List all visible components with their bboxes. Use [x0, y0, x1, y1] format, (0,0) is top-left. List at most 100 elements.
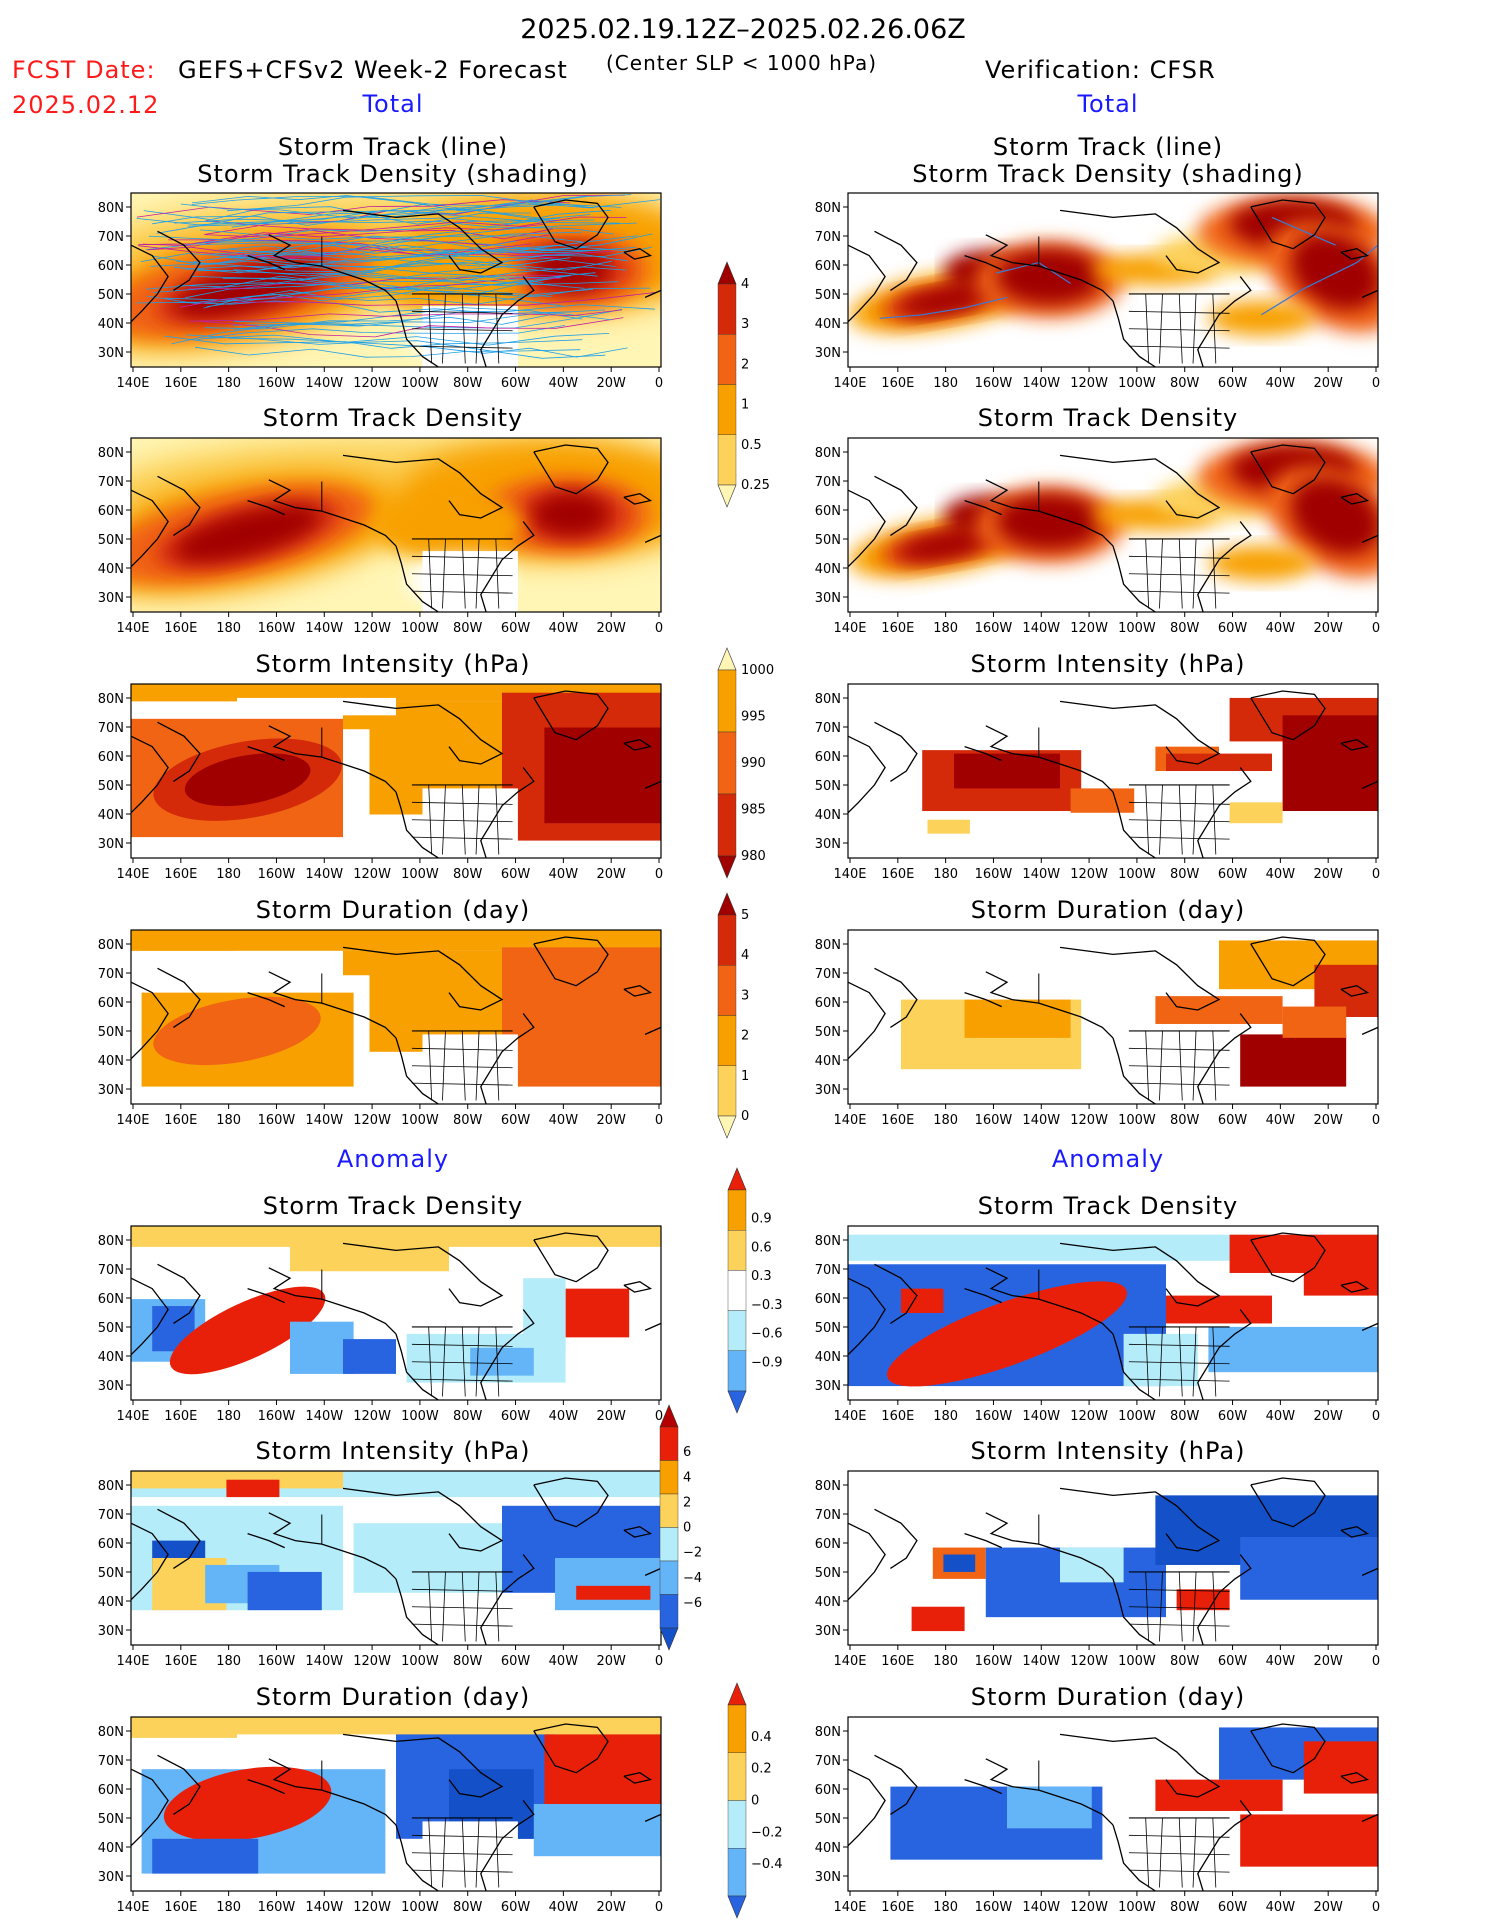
x-tick-label: 100W	[401, 621, 439, 636]
x-tick-label: 140W	[305, 376, 343, 391]
x-tick-label: 100W	[1118, 1113, 1156, 1128]
y-tick-label: 70N	[815, 475, 841, 490]
x-tick-label: 120W	[353, 867, 391, 882]
x-tick-label: 20W	[1313, 621, 1343, 636]
x-tick-label: 160E	[881, 1113, 914, 1128]
fcst-date: 2025.02.12	[12, 91, 159, 119]
colorbar-segment	[728, 1190, 746, 1230]
x-tick-label: 180	[216, 1654, 241, 1669]
y-tick-label: 40N	[815, 1054, 841, 1069]
y-tick-label: 80N	[815, 692, 841, 707]
x-tick-label: 60W	[1218, 376, 1248, 391]
x-tick-label: 180	[933, 621, 958, 636]
y-tick-label: 60N	[98, 1292, 124, 1307]
x-tick-label: 140E	[116, 1409, 149, 1424]
shading-cell	[1230, 802, 1283, 823]
x-tick-label: 40W	[549, 1113, 579, 1128]
y-tick-label: 80N	[815, 1479, 841, 1494]
x-tick-label: 40W	[549, 376, 579, 391]
x-tick-label: 140W	[1022, 1113, 1060, 1128]
shading-cell	[576, 1586, 650, 1600]
y-tick-label: 70N	[98, 1508, 124, 1523]
shading-layer	[848, 1471, 1378, 1645]
y-tick-label: 60N	[815, 750, 841, 765]
colorbar-cap	[660, 1628, 678, 1650]
shading-cell	[1208, 1327, 1378, 1372]
colorbar-cap	[718, 856, 736, 878]
x-tick-label: 180	[216, 1113, 241, 1128]
colorbar-label: 0	[683, 1521, 691, 1536]
x-tick-label: 0	[1372, 1113, 1380, 1128]
colorbar-segment	[660, 1427, 678, 1461]
panel-title: Storm Track Density	[978, 404, 1238, 432]
y-tick-label: 60N	[815, 996, 841, 1011]
colorbar-label: −0.9	[751, 1355, 783, 1370]
x-tick-label: 180	[216, 621, 241, 636]
colorbar-label: 0.25	[741, 478, 770, 493]
map-panel-7-verification: Storm Duration (day)80N70N60N50N40N30N14…	[815, 1683, 1380, 1915]
y-tick-label: 60N	[815, 1783, 841, 1798]
colorbar-segment	[718, 1066, 736, 1116]
x-tick-label: 160E	[164, 867, 197, 882]
x-tick-label: 0	[1372, 867, 1380, 882]
x-tick-label: 0	[655, 867, 663, 882]
shading-layer	[60, 193, 714, 373]
colorbar-segment	[660, 1561, 678, 1595]
x-tick-label: 160E	[164, 621, 197, 636]
panel-title: Storm Track Density	[978, 1192, 1238, 1220]
y-tick-label: 70N	[98, 1263, 124, 1278]
colorbar-label: −6	[683, 1596, 702, 1611]
x-tick-label: 80W	[1170, 1654, 1200, 1669]
x-tick-label: 160W	[975, 1900, 1013, 1915]
colorbar-anom-density: 0.90.60.3−0.3−0.6−0.9	[728, 1168, 783, 1413]
y-tick-label: 40N	[98, 808, 124, 823]
x-tick-label: 80W	[453, 1654, 483, 1669]
shading-cell	[555, 1558, 661, 1610]
x-tick-label: 40W	[1266, 1654, 1296, 1669]
x-tick-label: 60W	[501, 1409, 531, 1424]
x-tick-label: 0	[1372, 376, 1380, 391]
map-panel-2-verification: Storm Track Density80N70N60N50N40N30N140…	[815, 404, 1425, 636]
y-tick-label: 50N	[815, 533, 841, 548]
colorbar-label: 0.2	[751, 1762, 772, 1777]
y-tick-label: 50N	[815, 288, 841, 303]
colorbar-label: −0.3	[751, 1298, 783, 1313]
x-tick-label: 180	[216, 1900, 241, 1915]
shading-cell	[1166, 754, 1272, 771]
x-tick-label: 20W	[1313, 1900, 1343, 1915]
x-tick-label: 20W	[1313, 1654, 1343, 1669]
colorbar-segment	[718, 435, 736, 485]
y-tick-label: 80N	[98, 692, 124, 707]
colorbar-label: 1000	[741, 663, 774, 678]
y-tick-label: 70N	[98, 475, 124, 490]
colorbar-label: 4	[741, 277, 749, 292]
y-tick-label: 30N	[98, 1379, 124, 1394]
y-tick-label: 40N	[815, 1350, 841, 1365]
y-tick-label: 30N	[98, 346, 124, 361]
shading-cell	[354, 1523, 513, 1593]
x-tick-label: 120W	[1070, 621, 1108, 636]
x-tick-label: 80W	[453, 1409, 483, 1424]
x-tick-label: 60W	[1218, 1654, 1248, 1669]
y-tick-label: 60N	[98, 750, 124, 765]
shading-cell	[1283, 1007, 1347, 1038]
x-tick-label: 120W	[353, 1900, 391, 1915]
map-panel-6-verification: Storm Intensity (hPa)80N70N60N50N40N30N1…	[815, 1437, 1380, 1669]
x-tick-label: 140E	[116, 1900, 149, 1915]
colorbar-label: 1	[741, 398, 749, 413]
anomaly-label-right: Anomaly	[1052, 1145, 1164, 1173]
shading-cell	[1283, 715, 1378, 811]
shading-cell	[965, 1000, 1071, 1038]
x-tick-label: 60W	[1218, 1113, 1248, 1128]
colorbar-segment	[718, 732, 736, 794]
criterion-title: (Center SLP < 1000 hPa)	[606, 51, 877, 75]
y-tick-label: 40N	[98, 1054, 124, 1069]
x-tick-label: 140W	[1022, 376, 1060, 391]
colorbar-label: 6	[683, 1445, 691, 1460]
panel-title: Storm Intensity (hPa)	[256, 1437, 531, 1465]
x-tick-label: 40W	[1266, 1900, 1296, 1915]
x-tick-label: 20W	[1313, 1113, 1343, 1128]
x-tick-label: 120W	[1070, 1900, 1108, 1915]
x-tick-label: 140W	[1022, 1900, 1060, 1915]
colorbar-label: 995	[741, 710, 766, 725]
